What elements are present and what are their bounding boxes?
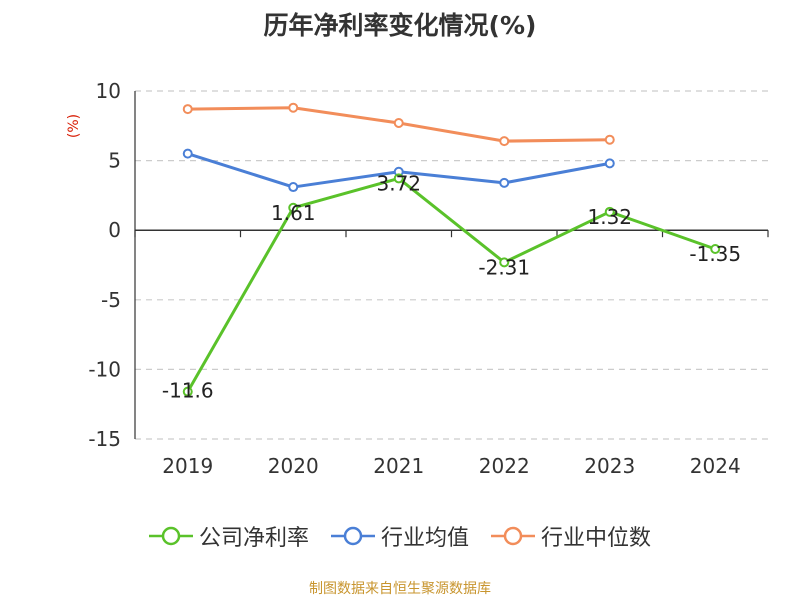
series-point-2 [393, 118, 404, 129]
y-tick-label: -5 [101, 288, 121, 312]
x-tick-label: 2024 [690, 454, 741, 478]
legend-label: 行业均值 [380, 526, 469, 551]
legend-label: 行业中位数 [541, 526, 652, 551]
series-point-0 [393, 173, 404, 184]
y-tick-label: 5 [108, 149, 121, 173]
series-point-2 [499, 136, 510, 147]
legend: 公司净利率 行业均值 行业中位数 [0, 520, 800, 552]
series-point-0 [288, 202, 299, 213]
series-point-2 [182, 104, 193, 115]
legend-item[interactable]: 公司净利率 [148, 520, 309, 552]
y-tick-label: -15 [88, 427, 121, 451]
data-label: 1.32 [587, 205, 632, 229]
legend-item[interactable]: 行业均值 [330, 520, 469, 552]
x-tick-label: 2023 [584, 454, 635, 478]
x-tick-label: 2020 [268, 454, 319, 478]
y-tick-label: -10 [88, 357, 121, 381]
series-point-1 [604, 158, 615, 169]
legend-swatch [330, 526, 375, 546]
x-tick-label: 2021 [373, 454, 424, 478]
x-tick-label: 2022 [479, 454, 530, 478]
legend-label: 公司净利率 [198, 526, 309, 551]
label-layer: -11.6 1.61 3.72 -2.31 1.32 -1.35 [162, 171, 741, 402]
x-tick-label: 2019 [162, 454, 213, 478]
series-point-0 [710, 243, 721, 254]
series-point-1 [288, 182, 299, 193]
legend-swatch [491, 526, 535, 546]
source-note: 制图数据来自恒生聚源数据库 [309, 581, 491, 597]
grid-layer [135, 90, 768, 440]
series-point-0 [499, 257, 510, 268]
y-tick-label: 0 [108, 218, 121, 242]
data-label: -1.35 [689, 242, 741, 266]
axis-layer: 10 5 0 -5 -10 -15 2019 2020 2021 2022 2023 2024 (%) [66, 79, 769, 478]
chart-title: 历年净利率变化情况(%) [263, 11, 537, 40]
series-line-0 [186, 176, 716, 393]
y-tick-label: 10 [96, 79, 121, 103]
series-layer [182, 102, 721, 397]
data-label: 3.72 [376, 171, 421, 195]
data-label: -2.31 [478, 255, 530, 279]
data-label: 1.61 [271, 201, 316, 225]
y-axis-unit: (%) [66, 114, 82, 138]
series-point-0 [604, 206, 615, 217]
series-point-2 [604, 134, 615, 145]
series-point-1 [499, 177, 510, 188]
legend-item[interactable]: 行业中位数 [491, 520, 651, 552]
data-label: -11.6 [162, 379, 214, 403]
series-point-1 [182, 148, 193, 159]
series-point-0 [182, 386, 193, 397]
series-point-2 [288, 102, 299, 113]
legend-swatch [148, 526, 193, 546]
